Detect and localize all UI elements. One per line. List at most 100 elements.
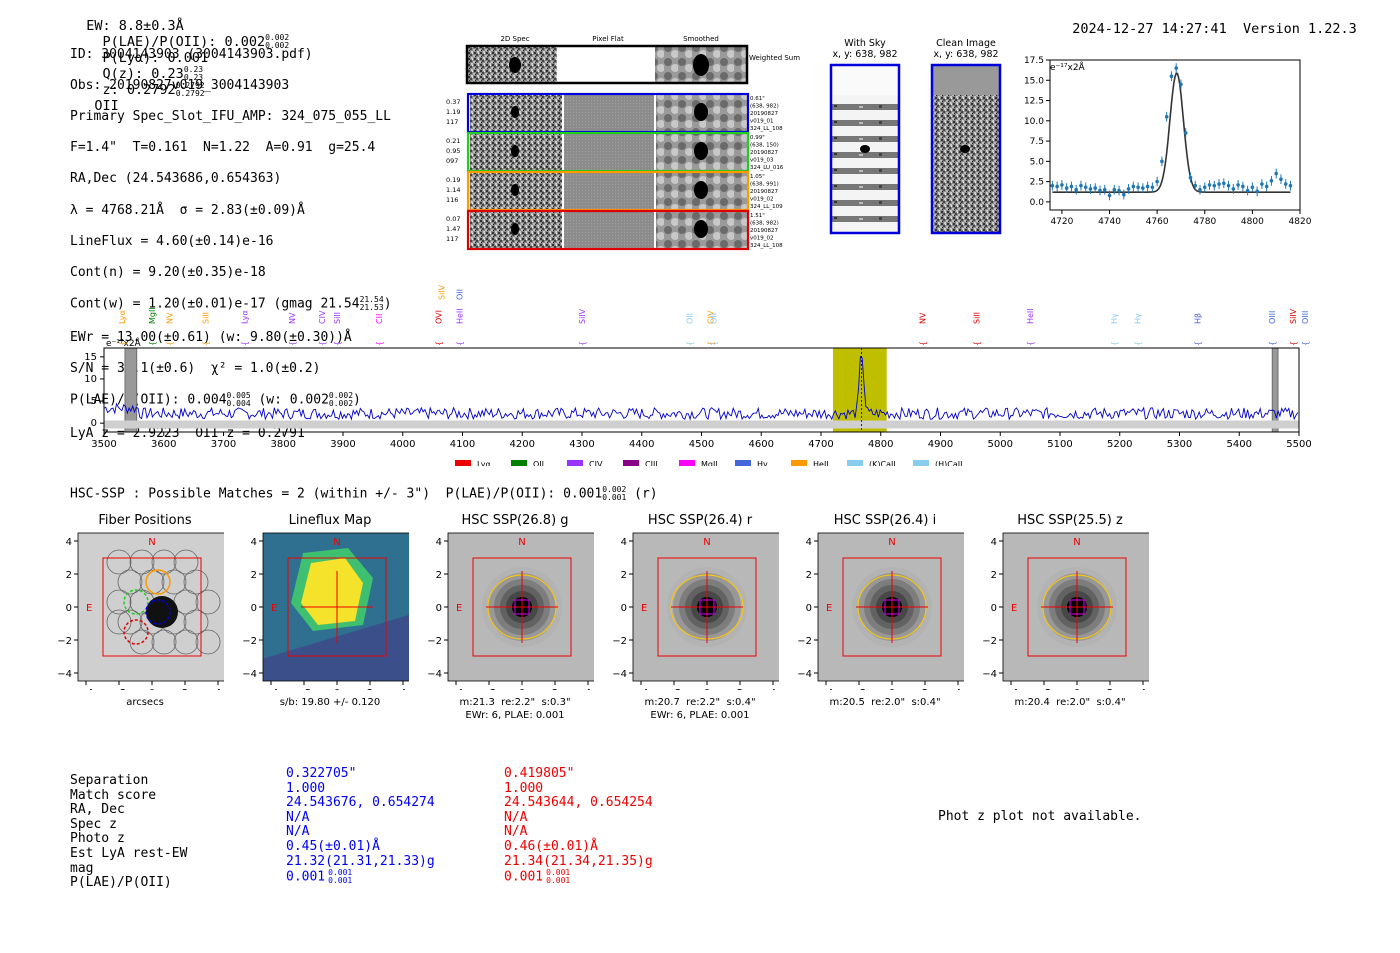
match-value: 0.001 0.001 0.001 — [286, 868, 353, 886]
match-value: 24.543676, 0.654274 — [286, 795, 435, 811]
spectral-line-bracket: { — [706, 341, 715, 346]
header-plae-sup: 0.002 — [265, 33, 290, 42]
hsc-xtick-label: 2 — [922, 688, 928, 690]
spectral-line-bracket: { — [333, 341, 342, 346]
line-fit-point — [1055, 184, 1059, 189]
fiber-circle — [183, 609, 209, 635]
hsc-red-box — [657, 557, 757, 657]
spectrum-xtick-label: 3800 — [271, 439, 296, 450]
line-fit-point — [1193, 183, 1198, 188]
hsc-ytick-label: −2 — [427, 636, 442, 647]
spectrum-xtick-label: 4100 — [450, 439, 475, 450]
spectral-line-bracket: { — [288, 341, 297, 346]
line-fit-xtick-label: 4800 — [1241, 217, 1264, 227]
line-fit-point — [1150, 185, 1155, 190]
header-z: z: 0.2792 — [102, 82, 176, 98]
fiber-circle — [173, 629, 199, 655]
line-fit-point — [1136, 185, 1140, 190]
line-fit-point — [1183, 131, 1188, 135]
hsc-xtick-label: −4 — [79, 688, 94, 690]
cutout-2d-source — [511, 145, 519, 157]
line-fit-xtick-label: 4780 — [1193, 217, 1216, 227]
east-label: E — [86, 603, 92, 614]
spectral-line-label: CIV — [706, 310, 715, 324]
hsc-caption-line1: m:20.4 re:2.0" s:0.4" — [1014, 697, 1126, 708]
header-ew: EW: 8.8±0.3Å — [86, 18, 184, 34]
header-qz: Q(z): 0.23 — [102, 66, 184, 82]
weighted-sum-row: Weighted Sum — [465, 44, 800, 85]
match-2-values: 0.419805" 1.000 24.543644, 0.654254 N/A N/A 0… — [504, 766, 653, 886]
clean-image — [930, 63, 1002, 235]
with-sky-title: With Sky — [844, 38, 886, 49]
header-version: Version 1.22.3 — [1242, 21, 1357, 37]
header-z-sup: 0.2792 — [175, 81, 205, 90]
cutout-smoothed-source — [694, 220, 708, 238]
with-sky-xy: x, y: 638, 982 — [832, 49, 898, 60]
hsc-caption-line2: EWr: 6, PLAE: 0.001 — [465, 710, 565, 721]
spectral-line-label: SiIV — [578, 308, 587, 324]
header-qz-sub: 0.23 — [183, 73, 204, 82]
line-fit-point — [1255, 189, 1259, 194]
line-fit-frame — [1049, 59, 1301, 211]
spectral-line-label: MgII — [148, 307, 157, 324]
line-fit-xtick-label: 4820 — [1289, 217, 1312, 227]
header-plae: P(LAE)/P(OII): 0.002 — [102, 34, 266, 50]
detection-info: ID: 3004143903 (3004143903.pdf) Obs: 201… — [70, 46, 392, 441]
hsc-title-sup: 0.002 — [602, 485, 627, 494]
hsc-panel-caption: m:21.3 re:2.2" s:0.3" EWr: 6, PLAE: 0.001 — [430, 696, 600, 722]
cutout-right-label: v019_02 — [750, 236, 774, 242]
legend-swatch — [511, 460, 527, 466]
cutout-right-label: 324_LL_109 — [750, 204, 783, 210]
hsc-panel-0: N E 4 2 0 −2 −4 −4 −2 0 2 4 — [57, 532, 224, 690]
hsc-xtick-label: 4 — [585, 688, 591, 690]
hsc-panel-2: N E 4 2 0 −2 −4 −4 −2 0 2 4 — [427, 532, 594, 690]
cutout-left-label: 117 — [446, 235, 458, 243]
spectrum-ytick-label: 10 — [84, 374, 97, 385]
line-fit-point — [1212, 183, 1217, 188]
legend-label: CIII — [645, 460, 658, 466]
north-label: N — [888, 537, 895, 548]
hsc-title-tail: (r) — [634, 486, 658, 502]
cutout-right-label: v019_02 — [750, 197, 774, 203]
cutout-right-label: 20190827 — [750, 150, 778, 156]
match-value: N/A — [504, 809, 528, 825]
hsc-xtick-label: 2 — [367, 688, 373, 690]
info-lineflux: LineFlux = 4.60(±0.14)e-16 — [70, 233, 274, 249]
info-lya: LyA z = 2.9223 OII z = 0.2791 — [70, 425, 305, 441]
spectral-line-bracket: { — [166, 341, 175, 346]
hsc-panel-title: Lineflux Map — [288, 513, 372, 528]
spectral-line-label: CIV — [318, 310, 327, 324]
cutout-right-label: 1.51" — [750, 213, 765, 219]
hsc-xtick-label: 0 — [1074, 688, 1080, 690]
spectrum-frame — [103, 347, 1300, 433]
spectral-line-bracket: { — [318, 341, 327, 346]
spectral-line-bracket: { — [919, 341, 928, 346]
spectrum-masked-region — [1271, 347, 1279, 433]
hsc-ytick-label: −2 — [797, 636, 812, 647]
hsc-xtick-label: 2 — [737, 688, 743, 690]
spectrum-xtick-label: 3600 — [151, 439, 176, 450]
line-fit-xtick-label: 4740 — [1098, 217, 1121, 227]
info-contw-sub: 21.53 — [359, 303, 384, 313]
hsc-ytick-label: −2 — [982, 636, 997, 647]
spectral-line-bracket: { — [1110, 341, 1119, 346]
hsc-panel-1: N E 4 2 0 −2 −4 −4 −2 0 2 4 — [242, 532, 409, 690]
hsc-caption-line1: arcsecs — [126, 697, 164, 708]
match-value: 0.419805" — [504, 766, 575, 781]
col-header-smoothed: Smoothed — [683, 35, 719, 43]
line-fit-point — [1074, 187, 1078, 192]
match-value: 0.001 0.001 0.001 — [504, 868, 571, 886]
line-fit-point — [1207, 183, 1212, 187]
line-fit-point — [1274, 171, 1278, 176]
cutout-right-label: 20190827 — [750, 189, 778, 195]
header-bar: EW: 8.8±0.3Å P(LAE)/P(OII): 0.002 0.002 0.… — [70, 2, 289, 114]
spectral-line-label: NV — [288, 312, 297, 324]
hsc-xtick-label: 4 — [215, 688, 221, 690]
info-ewr: EWr = 13.00(±0.61) (w: 9.80(±0.30))Å — [70, 329, 352, 345]
spectrum-xtick-label: 4600 — [749, 439, 774, 450]
line-fit-point — [1279, 177, 1283, 181]
cutout-row-frame — [466, 209, 750, 251]
match-label: RA, Dec — [70, 802, 125, 818]
hsc-xtick-label: 0 — [889, 688, 895, 690]
spectral-line-label: SiIV — [1289, 308, 1298, 324]
